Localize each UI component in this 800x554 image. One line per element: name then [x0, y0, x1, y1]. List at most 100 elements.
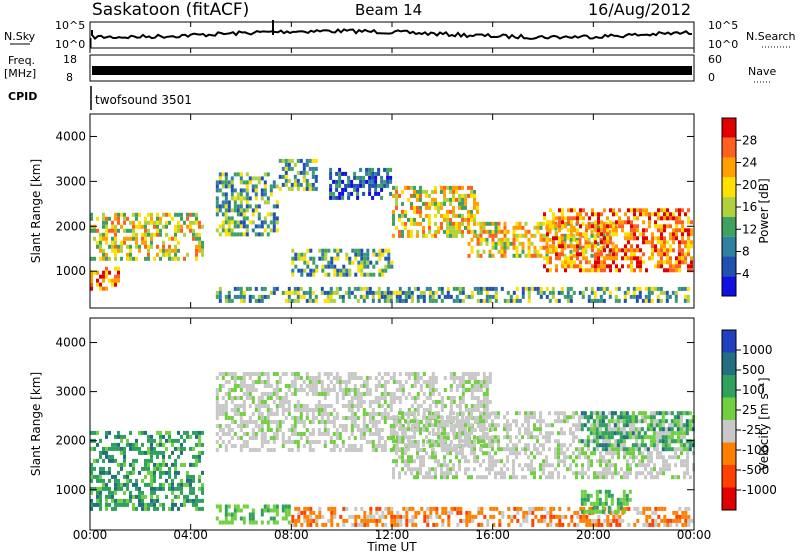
heatmap-cell	[383, 416, 387, 420]
heatmap-cell	[341, 428, 345, 432]
heatmap-cell	[287, 512, 291, 517]
heatmap-cell	[464, 467, 467, 472]
heatmap-cell	[569, 427, 572, 432]
heatmap-cell	[446, 475, 449, 480]
heatmap-cell	[335, 444, 339, 448]
heatmap-cell	[395, 205, 398, 210]
heatmap-cell	[560, 451, 563, 456]
heatmap-cell	[263, 420, 267, 424]
heatmap-cell	[533, 443, 536, 448]
heatmap-cell	[159, 466, 162, 471]
heatmap-cell	[174, 438, 177, 443]
heatmap-cell	[368, 286, 372, 291]
heatmap-cell	[165, 224, 168, 229]
heatmap-cell	[230, 408, 234, 412]
heatmap-cell	[567, 236, 570, 241]
heatmap-cell	[251, 380, 255, 384]
heatmap-cell	[515, 233, 519, 238]
heatmap-cell	[579, 212, 582, 217]
heatmap-cell	[168, 434, 171, 439]
heatmap-cell	[624, 220, 627, 225]
heatmap-cell	[549, 244, 552, 249]
heatmap-cell	[311, 170, 315, 175]
heatmap-cell	[189, 446, 192, 451]
heatmap-cell	[383, 420, 387, 424]
heatmap-cell	[449, 419, 452, 424]
heatmap-cell	[595, 427, 599, 432]
heatmap-cell	[266, 376, 270, 380]
heatmap-cell	[549, 224, 552, 229]
heatmap-cell	[144, 232, 147, 237]
heatmap-cell	[449, 229, 452, 234]
heatmap-cell	[389, 179, 393, 184]
heatmap-cell	[183, 446, 186, 451]
heatmap-cell	[114, 278, 117, 283]
heatmap-cell	[401, 455, 404, 460]
heatmap-cell	[494, 290, 498, 295]
heatmap-cell	[653, 447, 656, 452]
heatmap-cell	[589, 431, 593, 436]
heatmap-cell	[452, 424, 456, 428]
heatmap-cell	[123, 482, 126, 487]
heatmap-cell	[407, 392, 411, 396]
heatmap-cell	[659, 455, 662, 460]
heatmap-cell	[138, 502, 141, 507]
heatmap-cell	[323, 388, 327, 392]
heatmap-cell	[614, 298, 618, 303]
heatmap-cell	[585, 256, 588, 261]
heatmap-cell	[494, 439, 497, 444]
heatmap-cell	[531, 510, 535, 515]
heatmap-cell	[452, 221, 455, 226]
heatmap-cell	[378, 268, 382, 273]
heatmap-cell	[177, 248, 180, 253]
heatmap-cell	[587, 467, 590, 472]
heatmap-cell	[389, 376, 393, 380]
heatmap-cell	[201, 470, 204, 475]
heatmap-cell	[563, 245, 567, 250]
heatmap-cell	[488, 294, 492, 299]
heatmap-cell	[245, 504, 249, 509]
heatmap-cell	[536, 290, 540, 295]
heatmap-cell	[416, 475, 419, 480]
heatmap-cell	[458, 404, 462, 408]
heatmap-cell	[660, 256, 663, 261]
heatmap-cell	[111, 458, 114, 463]
heatmap-cell	[626, 286, 630, 291]
heatmap-cell	[120, 248, 123, 253]
heatmap-cell	[162, 212, 165, 217]
heatmap-cell	[660, 236, 663, 241]
heatmap-cell	[144, 216, 147, 221]
heatmap-cell	[494, 286, 498, 291]
nsky-tick-bottom: 10^0	[55, 38, 85, 51]
heatmap-cell	[634, 419, 638, 424]
heatmap-cell	[645, 228, 648, 233]
heatmap-cell	[461, 415, 464, 420]
heatmap-cell	[639, 208, 642, 213]
heatmap-cell	[449, 197, 452, 202]
heatmap-cell	[524, 419, 527, 424]
heatmap-cell	[368, 290, 372, 295]
heatmap-cell	[114, 498, 117, 503]
heatmap-cell	[581, 463, 584, 468]
heatmap-cell	[378, 272, 382, 277]
heatmap-cell	[419, 185, 422, 190]
heatmap-cell	[105, 506, 108, 511]
heatmap-cell	[242, 372, 246, 376]
heatmap-cell	[266, 412, 270, 416]
heatmap-cell	[425, 471, 428, 476]
heatmap-cell	[497, 229, 501, 234]
heatmap-cell	[291, 518, 295, 523]
heatmap-cell	[401, 290, 405, 295]
heatmap-cell	[333, 268, 337, 273]
heatmap-cell	[434, 415, 437, 420]
heatmap-cell	[608, 463, 611, 468]
heatmap-cell	[308, 294, 312, 299]
heatmap-cell	[192, 490, 195, 495]
heatmap-cell	[485, 298, 489, 303]
heatmap-cell	[621, 220, 624, 225]
heatmap-cell	[177, 482, 180, 487]
heatmap-cell	[507, 514, 511, 519]
heatmap-cell	[594, 240, 597, 245]
heatmap-cell	[464, 380, 468, 384]
heatmap-cell	[186, 216, 189, 221]
